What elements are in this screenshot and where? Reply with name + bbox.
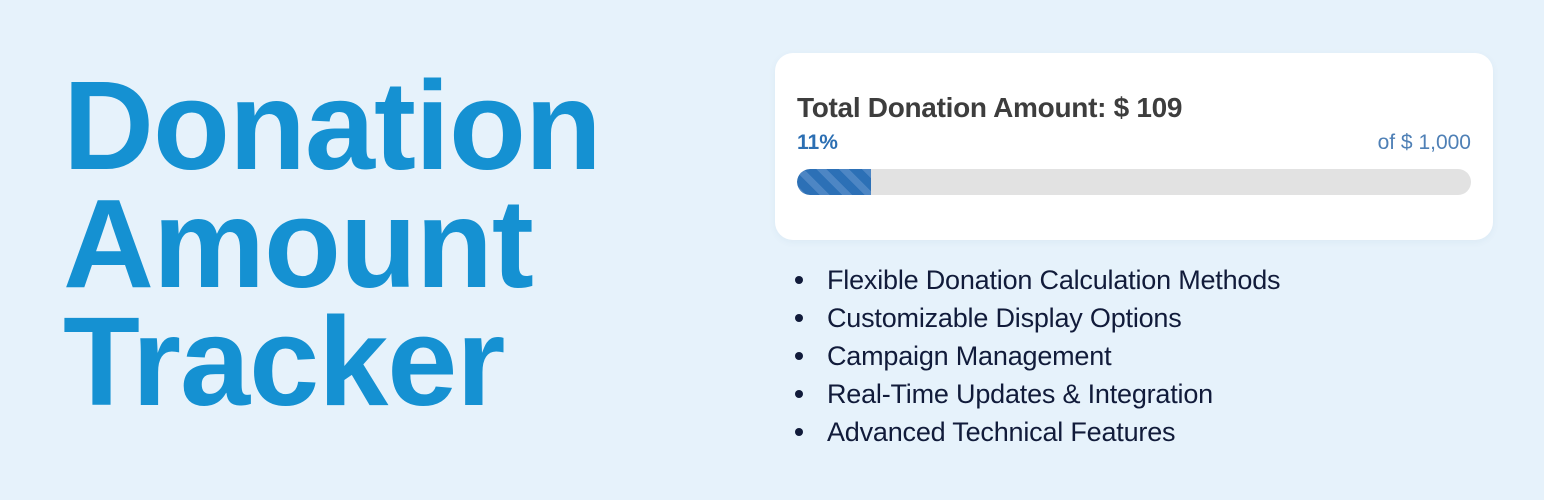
list-item: Campaign Management xyxy=(795,337,1280,375)
progress-bar-track xyxy=(797,169,1471,195)
page-title-line-2: Amount xyxy=(63,173,534,314)
bullet-icon xyxy=(795,352,803,360)
progress-percent-label: 11% xyxy=(797,131,838,154)
page-title-line-1: Donation xyxy=(63,55,602,196)
feature-label: Real-Time Updates & Integration xyxy=(827,379,1213,409)
progress-labels-row: 11% of $ 1,000 xyxy=(797,130,1471,156)
feature-label: Flexible Donation Calculation Methods xyxy=(827,265,1281,295)
progress-goal-label: of $ 1,000 xyxy=(1377,131,1471,154)
feature-list: Flexible Donation Calculation Methods Cu… xyxy=(795,261,1281,451)
bullet-icon xyxy=(795,314,803,322)
hero-section: Donation Amount Tracker xyxy=(63,55,602,432)
bullet-icon xyxy=(795,390,803,398)
bullet-icon xyxy=(795,428,803,436)
total-donation-amount-label: Total Donation Amount: $ 109 xyxy=(797,92,1183,123)
feature-label: Advanced Technical Features xyxy=(827,417,1176,447)
page-title-line-3: Tracker xyxy=(63,291,505,432)
list-item: Flexible Donation Calculation Methods xyxy=(795,261,1281,299)
list-item: Advanced Technical Features xyxy=(795,413,1280,451)
bullet-icon xyxy=(795,276,803,284)
list-item: Real-Time Updates & Integration xyxy=(795,375,1280,413)
donation-tracker-card: Total Donation Amount: $ 109 11% of $ 1,… xyxy=(775,53,1493,240)
page-title: Donation Amount Tracker xyxy=(63,55,602,432)
list-item: Customizable Display Options xyxy=(795,299,1280,337)
feature-label: Campaign Management xyxy=(827,341,1112,371)
feature-label: Customizable Display Options xyxy=(827,303,1182,333)
progress-bar-fill xyxy=(797,169,872,195)
